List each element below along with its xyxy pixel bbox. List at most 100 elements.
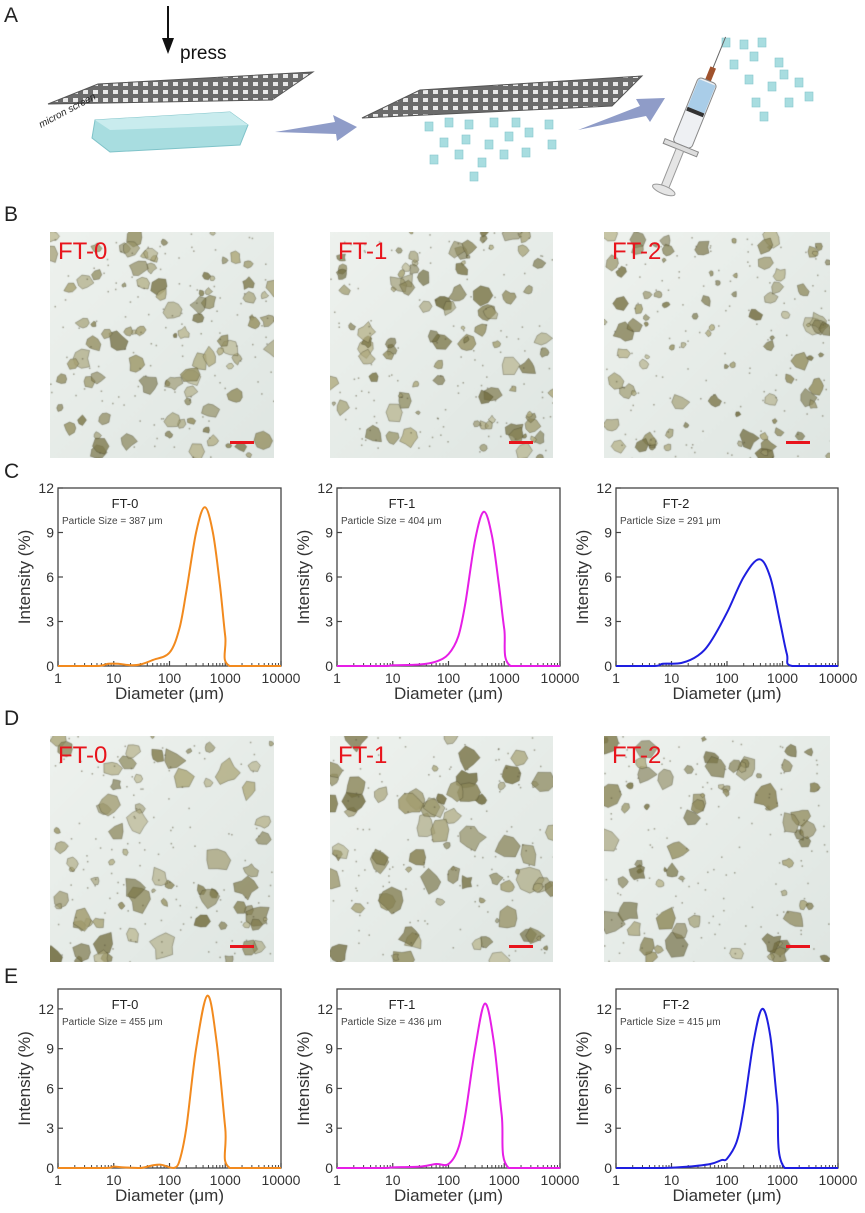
y-tick-label: 9 <box>46 1041 54 1057</box>
microgel-cube <box>784 97 794 108</box>
microgel-cube <box>751 97 761 108</box>
x-tick-label: 100 <box>715 670 739 686</box>
x-tick-label: 10000 <box>541 1172 580 1188</box>
microgel-cube <box>757 37 767 48</box>
microgel-cube <box>439 137 449 148</box>
y-tick-label: 6 <box>46 1080 54 1096</box>
particle-size-annotation: Particle Size = 387 μm <box>62 516 163 527</box>
y-tick-label: 6 <box>604 569 612 585</box>
plot-frame <box>57 988 282 1169</box>
y-tick-label: 3 <box>604 1120 612 1136</box>
chart-c-ft-0: 1 10 100 1000 10000 0 3 6 9 12 Diameter (μm) Intens… <box>15 480 301 703</box>
microgel-cube <box>544 119 554 130</box>
microgel-cube <box>484 139 494 150</box>
y-tick-label: 0 <box>46 1160 54 1176</box>
x-tick-label: 10000 <box>819 1172 858 1188</box>
press-label: press <box>180 43 226 64</box>
x-axis-label: Diameter (μm) <box>394 1186 503 1205</box>
micrograph-b-ft0: FT-0 <box>50 232 274 458</box>
series-label: FT-1 <box>389 997 416 1012</box>
x-tick-label: 1 <box>612 1172 620 1188</box>
y-axis-label: Intensity (%) <box>15 1031 34 1125</box>
particle-size-annotation: Particle Size = 436 μm <box>341 1017 442 1028</box>
chart-e-ft-1: 1 10 100 1000 10000 0 3 6 9 12 Diameter (μm) Intens… <box>294 988 580 1205</box>
y-axis-label: Intensity (%) <box>573 530 592 624</box>
process-arrow-icon <box>275 115 357 141</box>
y-tick-label: 6 <box>325 569 333 585</box>
x-tick-label: 10 <box>385 1172 401 1188</box>
microgel-cube <box>521 147 531 158</box>
x-tick-label: 1 <box>54 670 62 686</box>
x-tick-label: 10 <box>664 670 680 686</box>
sample-label: FT-2 <box>612 742 662 769</box>
plot-frame <box>615 487 839 667</box>
y-tick-label: 6 <box>46 569 54 585</box>
x-tick-label: 1000 <box>489 1172 520 1188</box>
particle-size-annotation: Particle Size = 404 μm <box>341 516 442 527</box>
y-tick-label: 6 <box>325 1080 333 1096</box>
y-tick-label: 0 <box>325 1160 333 1176</box>
x-tick-label: 1 <box>333 1172 341 1188</box>
microgel-cube <box>454 149 464 160</box>
sample-label: FT-2 <box>612 238 662 265</box>
scale-bar <box>509 441 533 444</box>
y-tick-label: 12 <box>596 480 612 496</box>
x-tick-label: 100 <box>437 670 461 686</box>
particle-size-annotation: Particle Size = 415 μm <box>620 1017 721 1028</box>
scale-bar <box>230 441 254 444</box>
y-tick-label: 3 <box>46 614 54 630</box>
y-axis-label: Intensity (%) <box>294 1031 313 1125</box>
y-axis-label: Intensity (%) <box>573 1031 592 1125</box>
microgel-cube <box>739 39 749 50</box>
chart-e-ft-0: 1 10 100 1000 10000 0 3 6 9 12 Diameter (μm) Intens… <box>15 988 301 1205</box>
panel-label-a: A <box>4 4 19 27</box>
x-tick-label: 10 <box>385 670 401 686</box>
y-tick-label: 9 <box>604 525 612 541</box>
plot-frame <box>336 487 561 667</box>
plot-frame <box>336 988 561 1169</box>
sample-label: FT-1 <box>338 238 388 265</box>
x-axis-label: Diameter (μm) <box>673 1186 782 1205</box>
y-tick-label: 0 <box>325 658 333 674</box>
x-tick-label: 1000 <box>767 670 798 686</box>
particle-size-annotation: Particle Size = 455 μm <box>62 1017 163 1028</box>
x-tick-label: 1000 <box>210 1172 241 1188</box>
panel-label-e: E <box>4 965 19 988</box>
panel-label-c: C <box>4 460 20 483</box>
x-tick-label: 1 <box>333 670 341 686</box>
micron-screen-pressed <box>361 75 644 119</box>
y-tick-label: 12 <box>317 480 333 496</box>
microgel-cube <box>524 127 534 138</box>
chart-c-ft-2: 1 10 100 1000 10000 0 3 6 9 12 Diameter (μm) Intens… <box>573 480 858 703</box>
microgel-particles <box>424 37 814 182</box>
microgel-cube <box>767 81 777 92</box>
microgel-cube <box>489 117 499 128</box>
series-line <box>615 558 838 668</box>
micrograph-b-ft1: FT-1 <box>330 232 553 458</box>
series-label: FT-1 <box>389 496 416 511</box>
microgel-cube <box>504 131 514 142</box>
y-tick-label: 3 <box>325 614 333 630</box>
series-line <box>58 994 281 1170</box>
series-line <box>57 506 281 668</box>
y-tick-label: 9 <box>325 1041 333 1057</box>
microgel-cube <box>429 154 439 165</box>
microgel-cube <box>444 117 454 128</box>
series-label: FT-0 <box>112 997 139 1012</box>
x-tick-label: 100 <box>158 1172 182 1188</box>
y-tick-label: 3 <box>46 1120 54 1136</box>
microgel-cube <box>794 77 804 88</box>
x-tick-label: 1000 <box>489 670 520 686</box>
microgel-cube <box>804 91 814 102</box>
y-tick-label: 12 <box>596 1001 612 1017</box>
micrograph-d-ft0: FT-0 <box>50 736 274 962</box>
x-tick-label: 1 <box>54 1172 62 1188</box>
x-tick-label: 10000 <box>541 670 580 686</box>
microgel-cube <box>477 157 487 168</box>
x-tick-label: 100 <box>715 1172 739 1188</box>
chart-e-ft-2: 1 10 100 1000 10000 0 3 6 9 12 Diameter (μm) Intens… <box>573 988 858 1205</box>
x-tick-label: 10000 <box>819 670 858 686</box>
series-label: FT-0 <box>112 496 139 511</box>
x-axis-label: Diameter (μm) <box>115 684 224 703</box>
x-tick-label: 100 <box>158 670 182 686</box>
